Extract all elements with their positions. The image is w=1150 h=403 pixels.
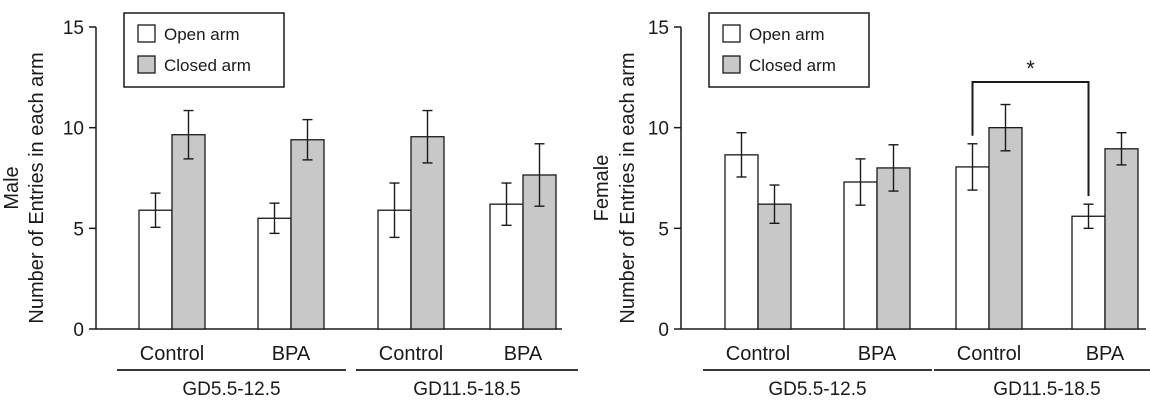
- y-tick-label: 0: [73, 320, 84, 341]
- x-category-label: BPA: [1086, 343, 1125, 365]
- y-axis-label-sex: Male: [1, 166, 23, 209]
- bar-closed-arm: [290, 139, 325, 330]
- y-tick-label: 15: [63, 18, 84, 39]
- significance-bracket: [971, 81, 1090, 197]
- bar-closed-arm: [171, 134, 206, 330]
- bar-open-arm: [1071, 215, 1106, 330]
- significance-marker: *: [1026, 56, 1035, 81]
- group-label: GD5.5-12.5: [182, 379, 280, 400]
- x-category-label: BPA: [272, 343, 311, 365]
- group-label: GD11.5-18.5: [413, 379, 520, 400]
- bar-closed-arm: [410, 136, 445, 330]
- legend-swatch-closed-arm: [722, 55, 741, 74]
- chart-panel-male: 0 5 10 15 Male Number of Entries in each arm C…: [1, 12, 578, 400]
- y-tick-label: 10: [63, 119, 84, 140]
- x-category-label: Control: [379, 343, 443, 365]
- y-tick-label: 0: [658, 320, 669, 341]
- legend-label: Open arm: [749, 25, 825, 44]
- y-tick-label: 15: [648, 18, 669, 39]
- bar-open-arm: [724, 154, 759, 330]
- legend-swatch-closed-arm: [137, 55, 156, 74]
- bar-closed-arm: [757, 203, 792, 330]
- y-axis-label-sex: Female: [591, 155, 613, 222]
- legend-swatch-open-arm: [137, 24, 156, 43]
- bar-open-arm: [138, 209, 173, 330]
- y-axis-label: Number of Entries in each arm: [617, 52, 639, 323]
- y-tick-label: 5: [73, 219, 84, 240]
- bar-closed-arm: [988, 127, 1023, 330]
- x-category-label: Control: [726, 343, 790, 365]
- legend-swatch-open-arm: [722, 24, 741, 43]
- bar-open-arm: [257, 217, 292, 330]
- group-label: GD11.5-18.5: [993, 379, 1100, 400]
- x-category-label: Control: [140, 343, 204, 365]
- x-category-label: BPA: [858, 343, 897, 365]
- chart-panel-female: 0 5 10 15 Female Number of Entries in each ar…: [591, 12, 1150, 400]
- y-tick-label: 10: [648, 119, 669, 140]
- legend-label: Open arm: [164, 25, 240, 44]
- bar-open-arm: [843, 181, 878, 330]
- legend-label: Closed arm: [749, 56, 836, 75]
- group-label: GD5.5-12.5: [768, 379, 866, 400]
- bar-closed-arm: [876, 167, 911, 330]
- x-category-label: BPA: [504, 343, 543, 365]
- legend-label: Closed arm: [164, 56, 251, 75]
- y-tick-label: 5: [658, 219, 669, 240]
- bar-open-arm: [955, 166, 990, 330]
- bar-closed-arm: [1104, 148, 1139, 330]
- y-axis-label: Number of Entries in each arm: [26, 52, 48, 323]
- x-category-label: Control: [957, 343, 1021, 365]
